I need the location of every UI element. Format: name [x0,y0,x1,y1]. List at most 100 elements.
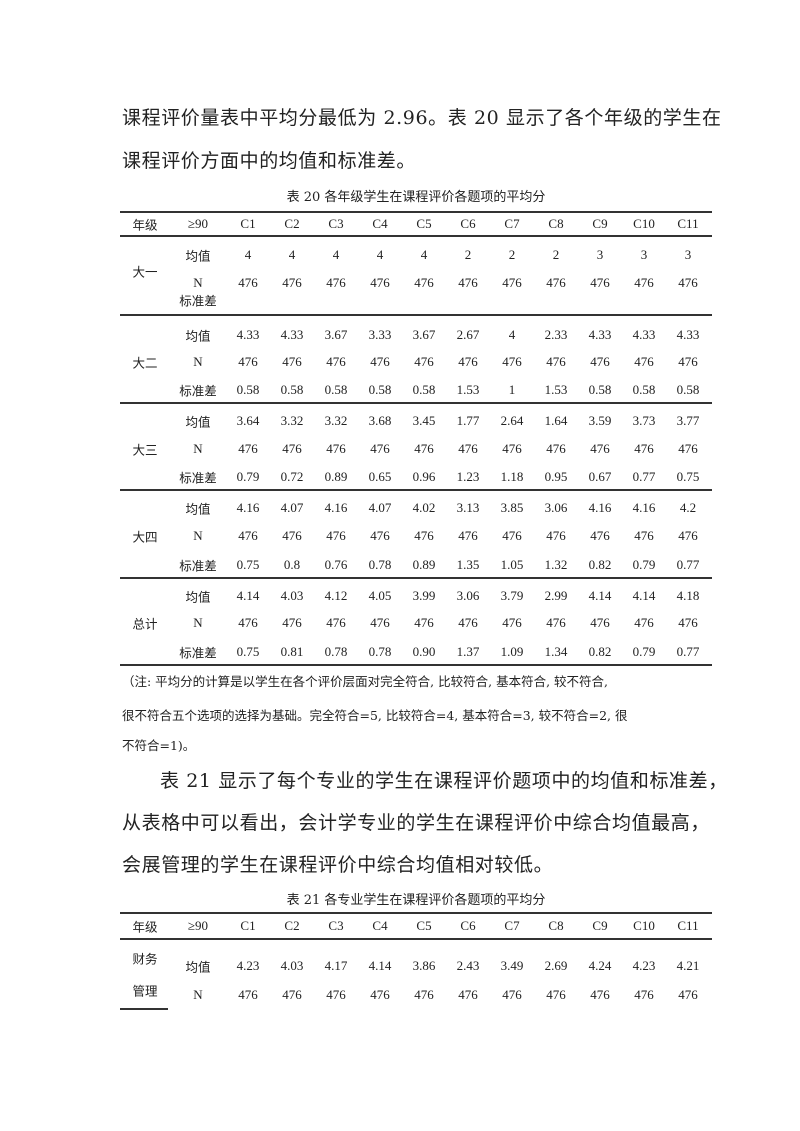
table-rule [120,1008,168,1010]
table-cell: 0.67 [588,469,612,484]
table-cell: 476 [546,275,566,290]
table-cell: 0.77 [632,469,656,484]
table-cell: 3.06 [456,588,480,603]
table-cell: 4.16 [236,500,260,515]
column-header: C11 [677,918,699,933]
row-label: 均值 [185,501,211,517]
table-cell: 2 [552,247,560,262]
table-cell: 0.76 [324,557,348,572]
table-cell: 1.35 [456,557,480,572]
column-header: C1 [240,216,256,231]
table-cell: 4 [244,247,252,262]
row-label: 均值 [185,248,211,264]
table-cell: 4.33 [588,327,612,342]
table-cell: 476 [414,354,434,369]
table-cell: 0.78 [368,557,392,572]
table-cell: 476 [634,441,654,456]
table-cell: 1.18 [500,469,524,484]
table-cell: 3.67 [324,327,348,342]
table-cell: 476 [458,528,478,543]
table-cell: 476 [282,528,302,543]
table-cell: 476 [370,615,390,630]
table-cell: 476 [590,354,610,369]
note-line: 不符合=1)。 [122,738,196,753]
table-cell: 0.58 [324,382,348,397]
table-cell: 0.75 [676,469,700,484]
table-cell: 0.79 [236,469,260,484]
table-cell: 4.12 [324,588,348,603]
table-cell: 3.06 [544,500,568,515]
paragraph-line: 课程评价方面中的均值和标准差。 [122,150,417,172]
column-header: C5 [416,918,432,933]
table-cell: 4.21 [676,958,700,973]
table-cell: 476 [458,987,478,1002]
table-cell: 2.69 [544,958,568,973]
table-cell: 476 [326,441,346,456]
table-cell: 476 [282,441,302,456]
group-label: 大三 [132,442,158,458]
table-cell: 4.33 [676,327,700,342]
row-label: N [193,275,203,290]
group-label: 总计 [132,616,158,632]
column-header: C8 [548,918,564,933]
table-cell: 1.53 [456,382,480,397]
table-cell: 4.33 [632,327,656,342]
table-cell: 4.03 [280,958,304,973]
note-line: （注: 平均分的计算是以学生在各个评价层面对完全符合, 比较符合, 基本符合, … [122,674,609,689]
table-cell: 476 [370,528,390,543]
table-cell: 476 [502,528,522,543]
row-label: N [193,987,203,1002]
row-label: N [193,354,203,369]
row-label: 均值 [185,328,211,344]
table-cell: 476 [590,615,610,630]
table-cell: 4.33 [280,327,304,342]
row-label: 均值 [185,959,211,975]
table-cell: 1.77 [456,413,480,428]
group-label: 大一 [132,264,158,280]
table-cell: 3.85 [500,500,524,515]
table-cell: 1.53 [544,382,568,397]
table-cell: 3.86 [412,958,436,973]
table-cell: 3.13 [456,500,480,515]
table-cell: 476 [546,987,566,1002]
table-cell: 4 [376,247,384,262]
table-cell: 476 [546,615,566,630]
table-cell: 0.58 [412,382,436,397]
table-cell: 4.16 [588,500,612,515]
table-cell: 1.34 [544,644,568,659]
table-cell: 1.23 [456,469,480,484]
table-cell: 0.77 [676,557,700,572]
group-label: 大四 [132,529,158,545]
column-header: C2 [284,216,300,231]
table-cell: 2 [508,247,516,262]
table-rule [120,938,712,940]
column-header: C4 [372,216,388,231]
table-cell: 476 [678,615,698,630]
table-cell: 476 [238,528,258,543]
table-cell: 2.64 [500,413,524,428]
table-cell: 4 [420,247,428,262]
table-cell: 1.37 [456,644,480,659]
table-cell: 476 [238,987,258,1002]
table-cell: 0.96 [412,469,436,484]
table-cell: 1.64 [544,413,568,428]
table-cell: 476 [370,441,390,456]
table-cell: 1.05 [500,557,524,572]
table-cell: 4 [508,327,516,342]
column-header: C8 [548,216,564,231]
table-cell: 0.75 [236,644,260,659]
row-label: 标准差 [179,470,217,486]
row-label: 均值 [185,589,211,605]
table-cell: 4.2 [679,500,697,515]
paragraph-line: 表 21 显示了每个专业的学生在课程评价题项中的均值和标准差， [160,770,728,792]
table-cell: 4.14 [588,588,612,603]
row-label: N [193,528,203,543]
table-cell: 4.05 [368,588,392,603]
table-cell: 476 [678,441,698,456]
table-cell: 0.58 [632,382,656,397]
table-cell: 3 [640,247,648,262]
table-cell: 0.78 [368,644,392,659]
table-cell: 476 [414,987,434,1002]
column-header: C11 [677,216,699,231]
